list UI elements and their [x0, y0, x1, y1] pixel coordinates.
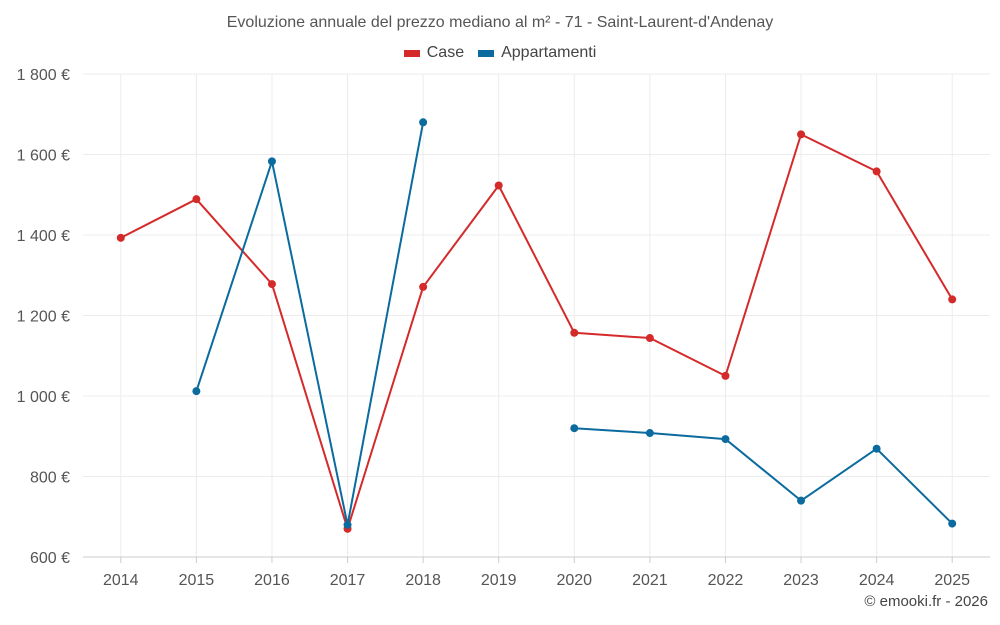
series-line-appartamenti — [195, 122, 425, 526]
y-tick-label: 1 600 € — [17, 148, 70, 165]
data-point-case-2018[interactable] — [419, 282, 428, 291]
x-tick-label: 2018 — [405, 572, 441, 589]
series-line-appartamenti — [574, 427, 953, 525]
data-point-case-2023[interactable] — [797, 130, 806, 139]
data-point-case-2021[interactable] — [645, 334, 654, 343]
x-tick-label: 2023 — [783, 572, 819, 589]
data-point-appartamenti-2022[interactable] — [721, 435, 730, 444]
data-point-case-2015[interactable] — [192, 195, 201, 204]
data-point-appartamenti-2024[interactable] — [872, 444, 881, 453]
data-point-appartamenti-2021[interactable] — [645, 429, 654, 438]
y-tick-label: 1 000 € — [17, 389, 70, 406]
legend: Case Appartamenti — [0, 44, 1000, 62]
legend-item-appartamenti[interactable]: Appartamenti — [478, 44, 596, 62]
data-point-appartamenti-2015[interactable] — [192, 387, 201, 396]
data-point-case-2025[interactable] — [948, 295, 957, 304]
data-point-case-2020[interactable] — [570, 328, 579, 337]
data-point-case-2016[interactable] — [267, 280, 276, 289]
series-line-case — [120, 133, 954, 530]
y-tick-label: 600 € — [30, 550, 70, 567]
data-point-appartamenti-2016[interactable] — [267, 157, 276, 166]
credit-text: © emooki.fr - 2026 — [864, 593, 988, 610]
x-tick-label: 2019 — [481, 572, 517, 589]
y-tick-label: 1 200 € — [17, 309, 70, 326]
x-tick-label: 2016 — [254, 572, 290, 589]
data-point-case-2024[interactable] — [872, 167, 881, 176]
x-tick-label: 2022 — [708, 572, 744, 589]
y-tick-label: 1 400 € — [17, 228, 70, 245]
data-point-appartamenti-2018[interactable] — [419, 118, 428, 127]
x-tick-label: 2025 — [934, 572, 970, 589]
data-point-appartamenti-2025[interactable] — [948, 519, 957, 528]
x-tick-label: 2017 — [330, 572, 366, 589]
legend-swatch-appartamenti — [478, 49, 495, 57]
legend-swatch-case — [403, 49, 420, 57]
x-tick-label: 2024 — [859, 572, 895, 589]
data-point-case-2019[interactable] — [494, 181, 503, 190]
x-tick-label: 2021 — [632, 572, 668, 589]
data-point-case-2014[interactable] — [116, 233, 125, 242]
x-tick-label: 2014 — [103, 572, 139, 589]
chart-title: Evoluzione annuale del prezzo mediano al… — [226, 14, 774, 31]
y-tick-label: 1 800 € — [17, 67, 70, 84]
data-point-appartamenti-2023[interactable] — [797, 496, 806, 505]
legend-label-case: Case — [426, 44, 465, 61]
y-tick-label: 800 € — [30, 470, 70, 487]
data-point-appartamenti-2020[interactable] — [570, 424, 579, 433]
x-tick-label: 2020 — [556, 572, 592, 589]
legend-label-appartamenti: Appartamenti — [501, 44, 597, 61]
data-point-case-2022[interactable] — [721, 371, 730, 380]
x-tick-label: 2015 — [179, 572, 215, 589]
legend-item-case[interactable]: Case — [403, 44, 465, 62]
data-point-appartamenti-2017[interactable] — [343, 520, 352, 529]
